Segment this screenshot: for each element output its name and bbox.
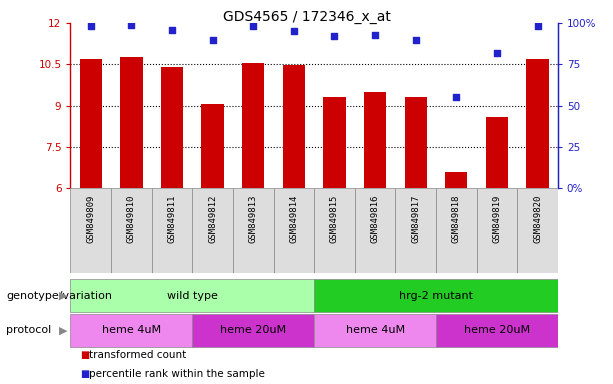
Point [451, 94, 461, 101]
Point [492, 50, 502, 56]
Bar [445, 172, 468, 188]
Point [330, 33, 340, 39]
Point [167, 26, 177, 33]
Text: protocol: protocol [6, 325, 51, 335]
Point [370, 31, 380, 38]
Bar [477, 188, 517, 273]
Text: heme 4uM: heme 4uM [346, 325, 405, 335]
Bar [314, 279, 558, 312]
Text: ■: ■ [80, 350, 89, 360]
Point [208, 36, 218, 43]
Bar [80, 59, 102, 188]
Bar [283, 65, 305, 188]
Text: GSM849809: GSM849809 [86, 195, 95, 243]
Bar [70, 314, 192, 347]
Text: ▶: ▶ [59, 325, 67, 335]
Text: GSM849816: GSM849816 [371, 195, 379, 243]
Point [533, 23, 543, 30]
Text: ▶: ▶ [59, 291, 67, 301]
Bar [314, 314, 436, 347]
Text: GSM849814: GSM849814 [289, 195, 299, 243]
Text: heme 20uM: heme 20uM [464, 325, 530, 335]
Bar [70, 188, 111, 273]
Text: hrg-2 mutant: hrg-2 mutant [399, 291, 473, 301]
Point [289, 28, 299, 35]
Point [126, 22, 136, 28]
Text: genotype/variation: genotype/variation [6, 291, 112, 301]
Text: GSM849817: GSM849817 [411, 195, 420, 243]
Bar [120, 58, 143, 188]
Bar [152, 188, 192, 273]
Bar [323, 98, 346, 188]
Bar [161, 67, 183, 188]
Text: GSM849818: GSM849818 [452, 195, 461, 243]
Text: transformed count: transformed count [89, 350, 186, 360]
Bar [273, 188, 314, 273]
Text: GDS4565 / 172346_x_at: GDS4565 / 172346_x_at [223, 10, 390, 23]
Text: wild type: wild type [167, 291, 218, 301]
Text: GSM849813: GSM849813 [249, 195, 257, 243]
Text: heme 4uM: heme 4uM [102, 325, 161, 335]
Bar [517, 188, 558, 273]
Text: GSM849811: GSM849811 [167, 195, 177, 243]
Point [411, 36, 421, 43]
Text: GSM849819: GSM849819 [492, 195, 501, 243]
Bar [192, 188, 233, 273]
Bar [436, 188, 477, 273]
Bar [527, 59, 549, 188]
Text: percentile rank within the sample: percentile rank within the sample [89, 369, 265, 379]
Text: heme 20uM: heme 20uM [220, 325, 286, 335]
Bar [355, 188, 395, 273]
Point [86, 23, 96, 30]
Bar [70, 279, 314, 312]
Bar [405, 98, 427, 188]
Bar [395, 188, 436, 273]
Point [248, 23, 258, 30]
Bar [364, 92, 386, 188]
Bar [192, 314, 314, 347]
Text: ■: ■ [80, 369, 89, 379]
Bar [233, 188, 273, 273]
Bar [314, 188, 355, 273]
Text: GSM849812: GSM849812 [208, 195, 217, 243]
Bar [111, 188, 151, 273]
Text: GSM849810: GSM849810 [127, 195, 136, 243]
Bar [485, 117, 508, 188]
Bar [202, 104, 224, 188]
Bar [436, 314, 558, 347]
Text: GSM849820: GSM849820 [533, 195, 542, 243]
Text: GSM849815: GSM849815 [330, 195, 339, 243]
Bar [242, 63, 264, 188]
